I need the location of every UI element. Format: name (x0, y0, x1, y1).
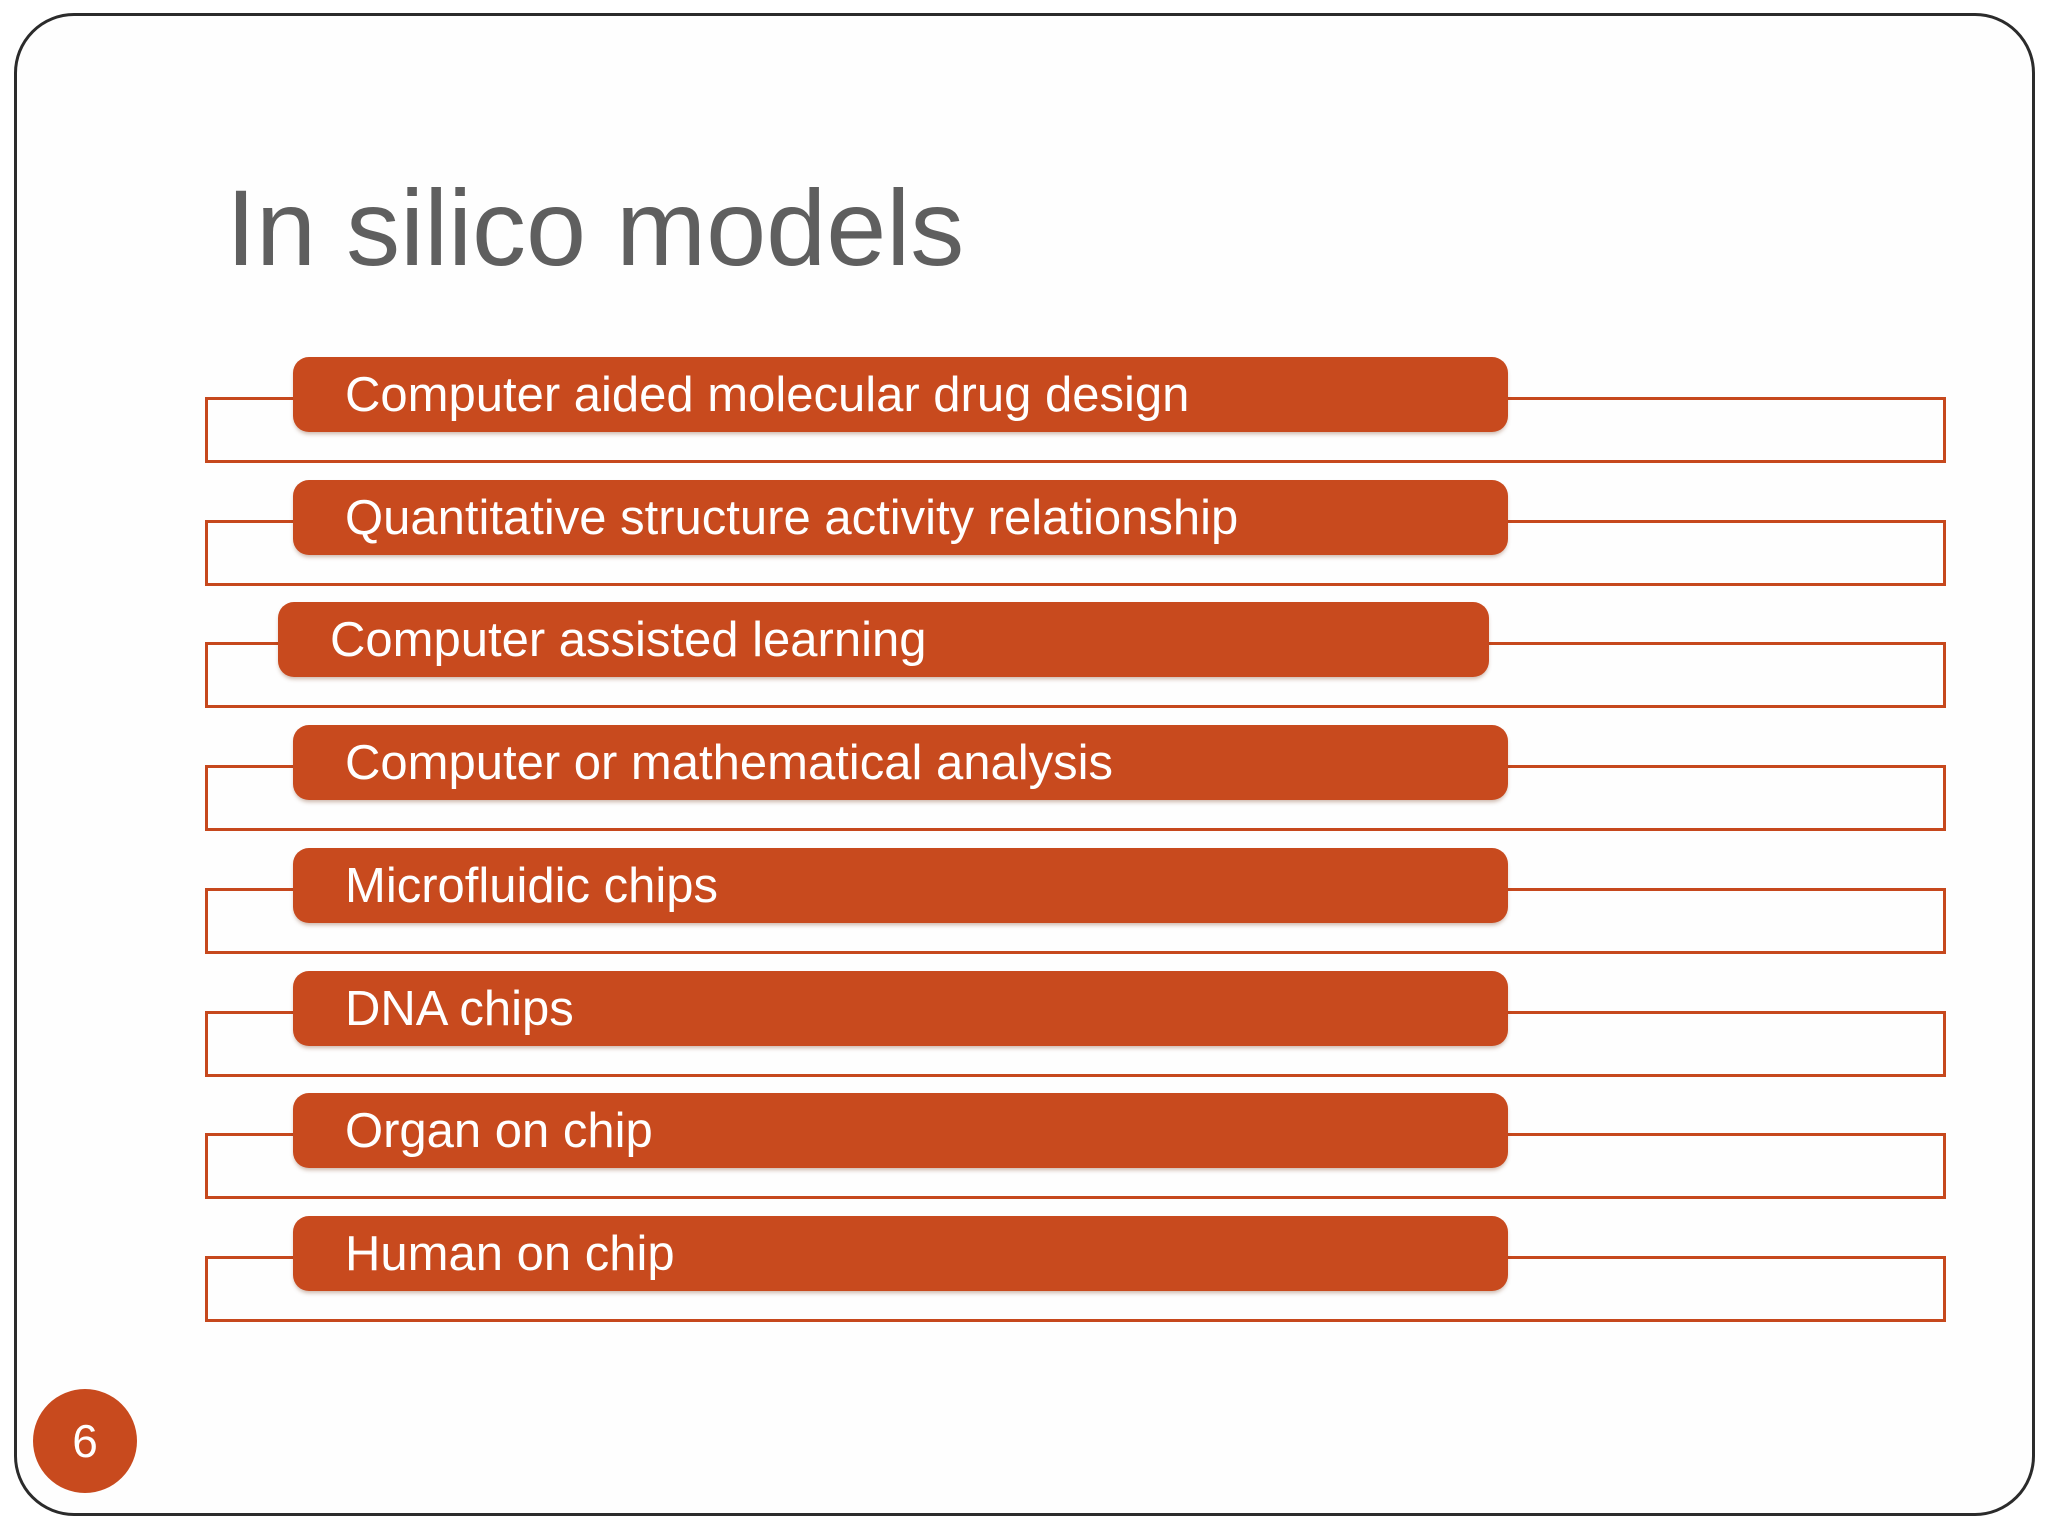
page-number: 6 (72, 1415, 98, 1467)
list-item-bar: DNA chips (293, 971, 1508, 1046)
list-item-label: Microfluidic chips (345, 858, 719, 913)
list-item-bar: Computer or mathematical analysis (293, 725, 1508, 800)
list-item: Computer aided molecular drug design (0, 357, 2048, 507)
list-item-bar: Microfluidic chips (293, 848, 1508, 923)
list-item-bar: Human on chip (293, 1216, 1508, 1291)
list-item: DNA chips (0, 971, 2048, 1121)
list-item-bar: Organ on chip (293, 1093, 1508, 1168)
list-item-label: Computer or mathematical analysis (345, 735, 1113, 790)
list-item: Quantitative structure activity relation… (0, 480, 2048, 630)
list-item-label: DNA chips (345, 981, 574, 1036)
list-item: Computer assisted learning (0, 602, 2048, 752)
list-item: Computer or mathematical analysis (0, 725, 2048, 875)
list-item-label: Quantitative structure activity relation… (345, 490, 1239, 545)
page-number-badge: 6 (33, 1389, 137, 1493)
list-item: Organ on chip (0, 1093, 2048, 1243)
list-item: Microfluidic chips (0, 848, 2048, 998)
slide-title: In silico models (226, 167, 965, 288)
list-item-label: Organ on chip (345, 1103, 653, 1158)
list-item-label: Computer assisted learning (330, 612, 927, 667)
list-item-label: Computer aided molecular drug design (345, 367, 1190, 422)
list-item-label: Human on chip (345, 1226, 675, 1281)
list-item: Human on chip (0, 1216, 2048, 1366)
list-item-bar: Quantitative structure activity relation… (293, 480, 1508, 555)
list-item-bar: Computer assisted learning (278, 602, 1489, 677)
list-item-bar: Computer aided molecular drug design (293, 357, 1508, 432)
